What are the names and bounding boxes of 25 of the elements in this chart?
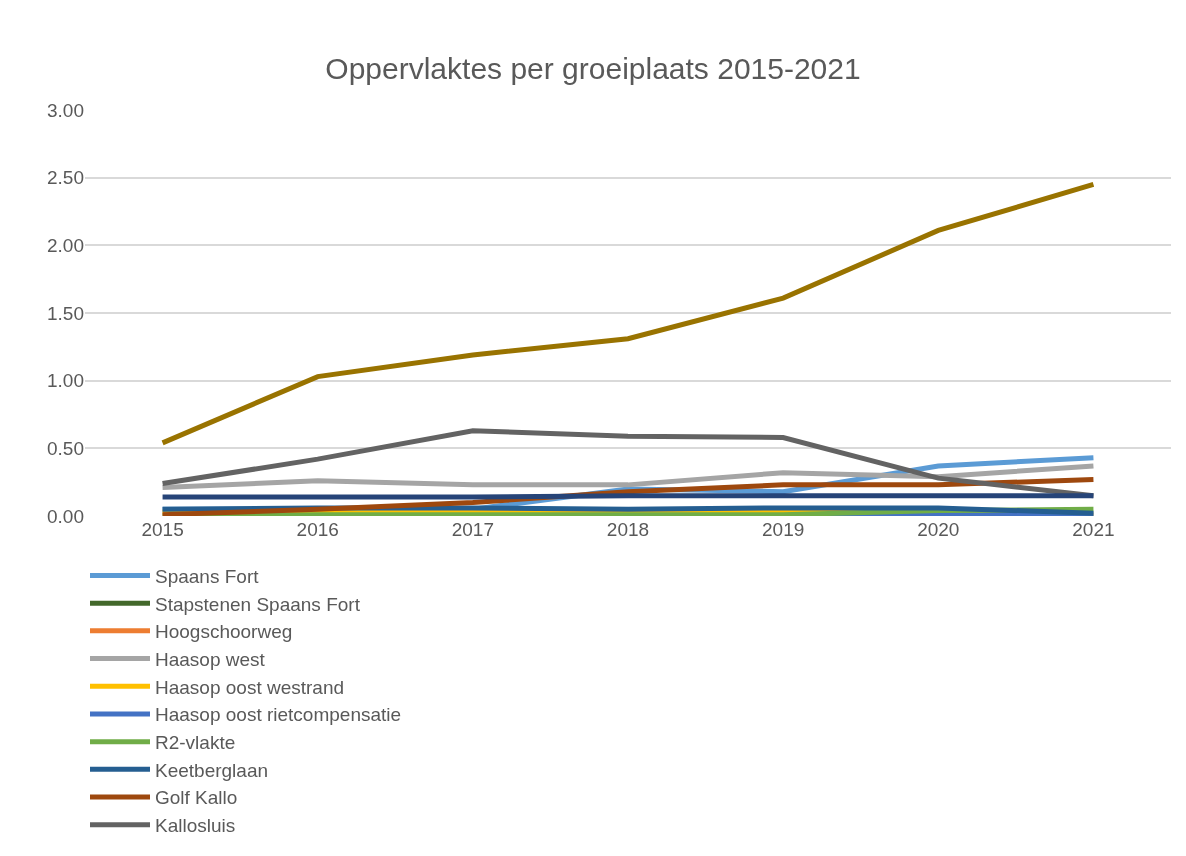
- legend-label: R2-vlakte: [155, 732, 236, 754]
- x-tick-label: 2021: [1072, 519, 1115, 540]
- legend-label: Haasop west: [155, 648, 266, 670]
- x-tick-label: 2016: [296, 519, 339, 540]
- legend-label: Haasop oost westrand: [155, 676, 345, 698]
- legend-label: Hoogschoorweg: [155, 621, 293, 643]
- x-tick-label: 2018: [606, 519, 650, 540]
- legend-label: Haasop oost rietcompensatie: [155, 704, 402, 726]
- y-tick-label: 2.00: [47, 234, 84, 256]
- legend-label: Keetberglaan: [155, 759, 269, 781]
- x-tick-label: 2020: [917, 519, 960, 540]
- legend-label: Spaans Fort: [155, 565, 260, 587]
- legend-label: Kallosluis: [155, 815, 236, 837]
- y-tick-label: 2.50: [47, 167, 84, 189]
- x-tick-label: 2017: [451, 519, 494, 540]
- legend-label: Golf Kallo: [155, 787, 238, 809]
- y-tick-label: 1.50: [47, 302, 84, 324]
- legend-label: Stapstenen Spaans Fort: [155, 593, 361, 615]
- y-tick-label: 0.50: [47, 437, 84, 459]
- chart-title: Oppervlaktes per groeiplaats 2015-2021: [325, 51, 861, 85]
- y-tick-label: 0.00: [47, 505, 84, 527]
- y-tick-label: 3.00: [47, 99, 84, 121]
- y-tick-label: 1.00: [47, 370, 84, 392]
- x-tick-label: 2019: [762, 519, 805, 540]
- x-tick-label: 2015: [141, 519, 184, 540]
